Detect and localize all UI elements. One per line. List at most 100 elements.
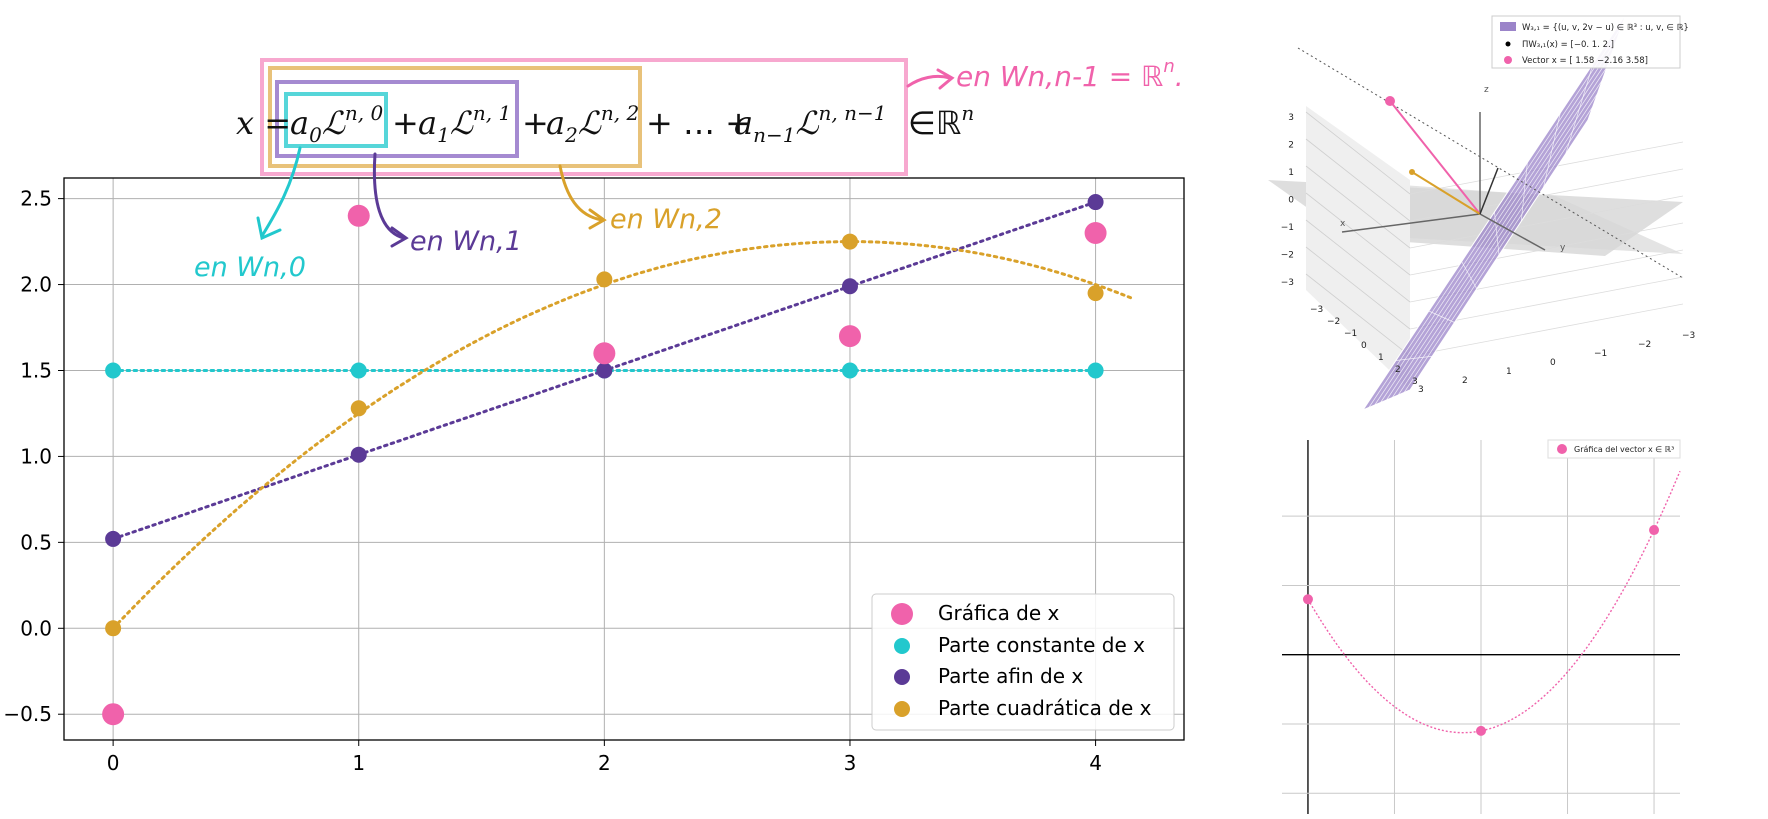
plane-mesh-b-6 [1543, 112, 1561, 188]
point-cuadratica-4 [1087, 285, 1104, 302]
ztick-2: 1 [1288, 168, 1294, 178]
annotation-arrows [256, 68, 955, 248]
annotation-w1: en Wn,1 [410, 226, 522, 257]
ytick3d-2: 1 [1506, 367, 1512, 377]
formula-term-2-sup: n, 2 [601, 101, 639, 125]
legend-label-cuadratica: Parte cuadrática de x [938, 696, 1152, 720]
formula-term-0-L: ℒ [322, 104, 346, 142]
annotation-wfull-sup: n [1163, 56, 1174, 77]
plot-small-points [1302, 525, 1660, 736]
ztick-0: 3 [1288, 113, 1294, 123]
ytick-label-2: 0.5 [20, 530, 52, 554]
point-cuadratica-2 [596, 271, 613, 288]
ytick3d-4: −1 [1594, 349, 1607, 359]
annotation-w2: en Wn,2 [610, 204, 722, 235]
arrow-full-head [936, 68, 955, 90]
plot-3d-legend-vector-marker [1504, 56, 1512, 64]
plot-3d-legend-plane-label: W₃,₁ = {(u, v, 2v − u) ∈ ℝ³ : u, v, ∈ ℝ} [1522, 23, 1689, 33]
ytick-label-1: 0.0 [20, 616, 52, 640]
main-chart-points [102, 194, 1107, 726]
grid3d-z-3 [1305, 192, 1411, 276]
point-grafica-1 [347, 204, 370, 227]
grid3d-back-3 [1409, 222, 1684, 276]
ytick3d-0: 3 [1418, 385, 1424, 395]
ytick-label-4: 1.5 [20, 358, 52, 382]
plot-3d-legend-box [1491, 15, 1681, 69]
point-grafica-3 [838, 325, 861, 348]
xtick3d-4: 1 [1378, 353, 1384, 363]
ztick-3: 0 [1288, 196, 1294, 206]
ztick-4: −1 [1281, 223, 1294, 233]
axis-y [1479, 213, 1546, 251]
vector-gold-arrow [1411, 171, 1481, 215]
xtick-label-0: 0 [107, 751, 120, 775]
vector-x-point [1385, 96, 1395, 106]
axis-x [1341, 213, 1481, 233]
plot-3d-legend-vector-label: Vector x = [ 1.58 −2.16 3.58] [1522, 56, 1648, 66]
grid3d-back-1 [1409, 168, 1684, 222]
xtick-label-4: 4 [1089, 751, 1102, 775]
annotation-wfull-text: en Wn,n-1 = ℝ [956, 60, 1163, 93]
formula-plus-1: + [392, 104, 419, 142]
legend-marker-purple [894, 669, 910, 685]
formula-term-last-sup: n, n−1 [819, 101, 887, 125]
main-chart-ticks: 0 1 2 3 4 −0.5 0.0 0.5 1.0 1.5 2.0 2.5 [3, 187, 1102, 775]
formula-term-2-a: a [546, 104, 565, 142]
grid3d-back-2 [1409, 195, 1684, 249]
point-constante-1 [350, 362, 367, 379]
legend-marker-pink [891, 603, 913, 625]
plane-mesh-a-7 [1403, 106, 1594, 393]
small-point-1 [1476, 725, 1486, 736]
ytick-label-3: 1.0 [20, 444, 52, 468]
box-quadratic [268, 66, 642, 168]
plot-small: Gráfica del vector x ∈ ℝ³ [1282, 439, 1681, 814]
arrow-constant [260, 146, 302, 238]
formula-space: ℝn [936, 101, 974, 142]
grid3d-z-2 [1305, 165, 1411, 249]
formula-term-2-L: ℒ [578, 104, 602, 142]
formula-term-2-sub: 2 [564, 123, 578, 147]
arrow-quadratic [558, 164, 604, 222]
point-cuadratica-1 [350, 400, 367, 417]
point-afin-4 [1087, 194, 1104, 211]
grid3d-z-0 [1305, 111, 1411, 195]
annotation-w0: en Wn,0 [194, 252, 306, 283]
box-affine [275, 80, 519, 158]
plot-3d-legend-proj-label: ΠW₃,₁(x) = [−0. 1. 2.] [1522, 40, 1614, 50]
grid3d-z-6 [1305, 273, 1411, 357]
plot-small-grid [1282, 440, 1680, 814]
xtick3d-2: −1 [1344, 329, 1357, 339]
point-constante-3 [841, 362, 858, 379]
plane-mesh-b-4 [1494, 211, 1500, 256]
small-point-2 [1649, 525, 1660, 536]
plot-3d-legend-plane [1500, 22, 1516, 31]
plot-3d-legend-proj-marker [1505, 41, 1511, 47]
axis-letter-z: z [1484, 85, 1489, 95]
ztick-1: 2 [1288, 141, 1294, 151]
formula-ellipsis: + … + [646, 104, 752, 142]
plot-3d-legend: W₃,₁ = {(u, v, 2v − u) ∈ ℝ³ : u, v, ∈ ℝ}… [1491, 15, 1689, 69]
formula-space-sup: n [961, 101, 974, 125]
plane-side [1306, 106, 1410, 390]
arrow-quadratic-head [588, 208, 607, 230]
formula-space-R: ℝ [936, 104, 961, 142]
plot-small-legend: Gráfica del vector x ∈ ℝ³ [1547, 439, 1681, 459]
formula-term-0-a: a [290, 104, 309, 142]
curve-cuadratica [111, 240, 1134, 630]
axis-letter-x: x [1340, 219, 1346, 229]
plane-mesh-a-6 [1397, 93, 1598, 396]
formula-lhs: x = [236, 104, 291, 142]
point-afin-3 [841, 278, 858, 295]
plot-small-legend-marker [1557, 444, 1567, 454]
xtick-label-2: 2 [598, 751, 611, 775]
xtick-label-3: 3 [844, 751, 857, 775]
arrow-affine [372, 152, 406, 240]
grid3d-z-5 [1305, 246, 1411, 330]
plot-small-curve [1307, 470, 1681, 734]
point-cuadratica-0 [105, 620, 122, 637]
vector-x-arrow [1389, 100, 1481, 215]
legend-marker-cyan [894, 638, 910, 654]
arrow-constant-head [256, 216, 282, 241]
vector-proj-arrow [1479, 167, 1499, 215]
annotation-wfull: en Wn,n-1 = ℝn. [956, 56, 1184, 93]
